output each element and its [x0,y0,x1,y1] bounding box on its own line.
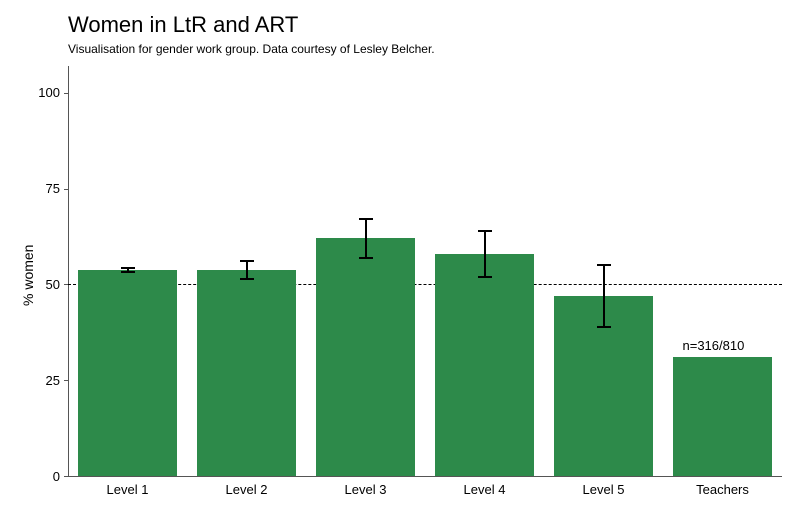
error-cap [121,271,135,273]
plot-area: n=316/810 [68,66,782,476]
y-tick-label: 0 [20,469,60,484]
error-bar [365,219,367,257]
y-tick-mark [64,284,68,285]
chart-container: Women in LtR and ART Visualisation for g… [0,0,800,516]
bar [316,238,415,476]
x-tick-label: Level 2 [187,482,306,497]
error-cap [597,264,611,266]
chart-subtitle: Visualisation for gender work group. Dat… [68,42,435,56]
bar [78,270,177,476]
error-cap [240,260,254,262]
bar-annotation: n=316/810 [683,338,745,353]
error-bar [484,231,486,277]
x-tick-label: Level 5 [544,482,663,497]
x-tick-label: Level 1 [68,482,187,497]
x-tick-label: Level 3 [306,482,425,497]
y-tick-mark [64,189,68,190]
y-axis-label: % women [20,245,36,306]
error-bar [603,265,605,326]
y-tick-label: 25 [20,373,60,388]
error-bar [246,261,248,278]
error-cap [121,267,135,269]
x-axis-line [68,476,782,477]
x-tick-label: Teachers [663,482,782,497]
bar [673,357,772,476]
error-cap [359,218,373,220]
error-cap [597,326,611,328]
error-cap [478,230,492,232]
chart-title: Women in LtR and ART [68,12,298,38]
error-cap [240,278,254,280]
bar [435,254,534,476]
error-cap [478,276,492,278]
y-tick-label: 50 [20,277,60,292]
y-tick-mark [64,380,68,381]
bar [197,270,296,476]
y-tick-label: 75 [20,181,60,196]
y-axis-line [68,66,69,476]
error-cap [359,257,373,259]
y-tick-mark [64,476,68,477]
y-tick-mark [64,93,68,94]
y-tick-label: 100 [20,85,60,100]
x-tick-label: Level 4 [425,482,544,497]
